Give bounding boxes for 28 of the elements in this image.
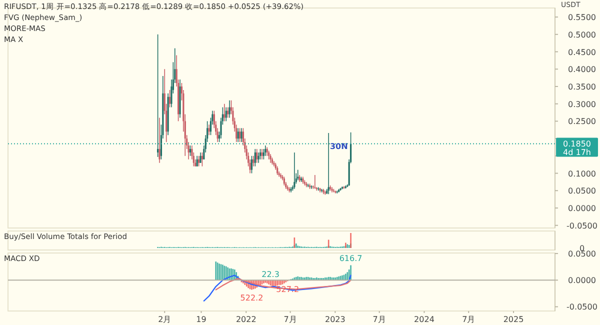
y-tick-label: 0.0000 xyxy=(568,204,596,213)
x-tick-label: 2023 xyxy=(324,315,346,324)
x-tick-label: 7月 xyxy=(462,315,476,324)
y-tick-label: 0.4000 xyxy=(568,65,596,74)
x-tick-label: 19 xyxy=(196,315,206,324)
x-tick-label: 2月 xyxy=(158,315,172,324)
y-tick-label: -0.0500 xyxy=(566,302,598,312)
y-tick-label: 0.0000 xyxy=(568,276,596,286)
y-tick-label: 0.3000 xyxy=(568,100,596,109)
y-tick-label: 0.1000 xyxy=(568,169,596,178)
x-tick-label: 7月 xyxy=(284,315,297,324)
y-tick-label: 0.3500 xyxy=(568,82,596,92)
y-tick-label: 0.4500 xyxy=(568,48,596,57)
x-tick-label: 2022 xyxy=(236,315,256,324)
y-tick-label: -0.0500 xyxy=(566,221,598,230)
y-tick-label: 0.5500 xyxy=(568,13,596,22)
y-tick-label: 0.0500 xyxy=(568,186,596,196)
x-tick-label: 7月 xyxy=(372,315,386,324)
annotation: 30N xyxy=(330,142,348,152)
x-tick-label: 2024 xyxy=(414,315,434,324)
annotation: 22.3 xyxy=(262,270,280,280)
y-tick-label: 0.5000 xyxy=(568,30,596,40)
y-tick-label: 0.2500 xyxy=(568,117,596,126)
annotation: 522.2 xyxy=(240,294,264,303)
y-tick-label: 0.0500 xyxy=(568,250,596,259)
annotation: 616.7 xyxy=(339,254,362,264)
ref-line-label: 0.1850 4d 17h xyxy=(563,139,591,157)
x-tick-label: 2025 xyxy=(503,315,524,324)
